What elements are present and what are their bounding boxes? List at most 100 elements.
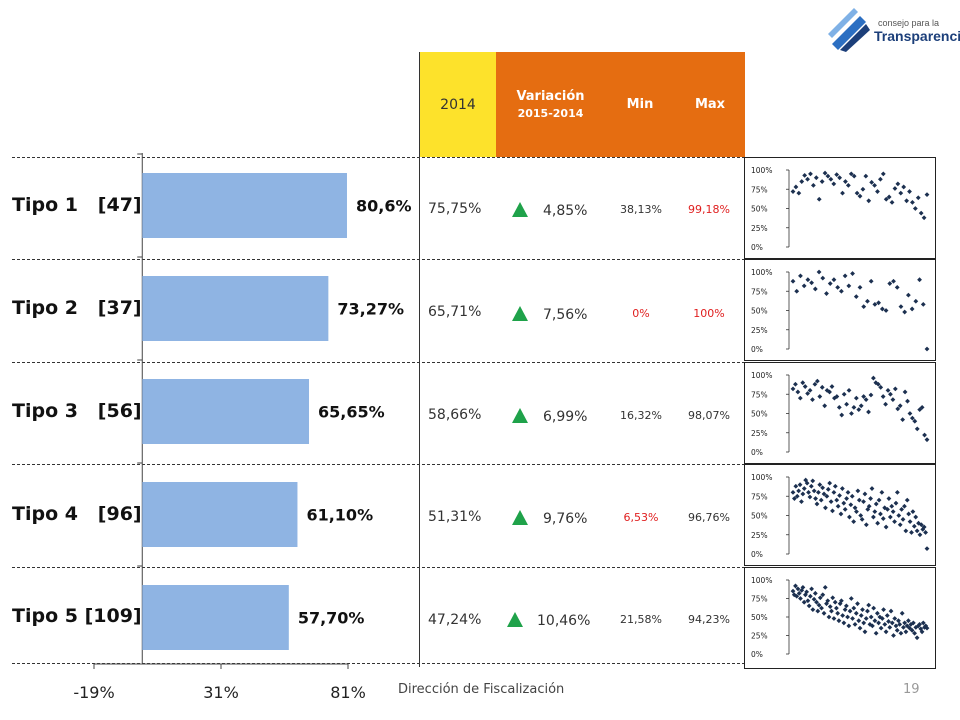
scatter-point: [834, 605, 839, 611]
scatter-point: [819, 179, 825, 184]
table-left-border: [419, 52, 420, 667]
scatter-point: [809, 280, 815, 286]
scatter-point: [811, 596, 817, 602]
scatter-point: [809, 586, 815, 592]
scatter-point: [849, 493, 855, 499]
scatter-point: [793, 381, 798, 387]
scatter-point: [910, 509, 916, 515]
scatter-point: [822, 403, 828, 409]
scatter-point: [846, 388, 852, 393]
scatter-point: [839, 486, 845, 491]
scatter-point: [796, 488, 802, 494]
scatter-point: [894, 285, 900, 290]
min-value: 38,13%: [620, 203, 662, 216]
scatter-point: [790, 588, 796, 594]
scatter-point: [841, 500, 847, 506]
scatter-point: [824, 291, 829, 296]
scatter-point: [858, 613, 864, 618]
scatter-point: [812, 286, 818, 292]
scatter-point: [820, 485, 826, 491]
scatter-point: [879, 616, 885, 621]
scatter-point: [889, 503, 895, 509]
bar: [142, 379, 310, 444]
scatter-point: [835, 503, 841, 509]
header-variation-sub: 2015-2014: [517, 107, 584, 120]
scatter-point: [920, 301, 926, 307]
row-divider: [12, 567, 745, 568]
scatter-point: [906, 511, 912, 517]
scatter-point: [820, 592, 826, 598]
scatter-point: [834, 394, 840, 399]
scatter-point: [828, 176, 834, 182]
mini-scatter-plot: 100% 75% 50% 25% 0%: [744, 464, 936, 566]
scatter-point: [843, 179, 848, 184]
scatter-point: [826, 614, 832, 620]
y-tick-label: 0%: [751, 345, 763, 354]
scatter-point: [795, 586, 801, 592]
scatter-point: [793, 483, 799, 489]
scatter-point: [852, 622, 858, 627]
scatter-point: [842, 273, 848, 279]
scatter-point: [851, 605, 857, 611]
scatter-point: [805, 277, 811, 283]
scatter-point: [905, 618, 911, 624]
scatter-point: [924, 346, 930, 352]
bar: [142, 585, 289, 650]
scatter-point: [813, 175, 819, 181]
y-tick-label: 50%: [751, 410, 768, 419]
scatter-point: [838, 511, 844, 517]
scatter-point: [796, 590, 802, 596]
scatter-point: [889, 199, 895, 205]
scatter-point: [924, 437, 930, 443]
mini-scatter-plot: 100% 75% 50% 25% 0%: [744, 567, 936, 669]
scatter-point: [812, 590, 818, 596]
up-arrow-icon: [512, 510, 528, 525]
scatter-point: [922, 432, 927, 438]
scatter-point: [891, 633, 896, 638]
scatter-point: [845, 490, 851, 495]
scatter-point: [816, 196, 822, 202]
scatter-point: [882, 622, 888, 627]
scatter-point: [907, 625, 913, 631]
header-year-label: 2014: [440, 96, 476, 113]
row-divider: [12, 663, 745, 664]
y-tick-label: 25%: [751, 531, 768, 540]
scatter-point: [887, 281, 893, 286]
scatter-point: [917, 622, 922, 627]
scatter-point: [868, 614, 874, 620]
scatter-point: [832, 599, 838, 605]
scatter-point: [794, 288, 800, 294]
scatter-point: [888, 391, 893, 397]
scatter-point: [862, 491, 868, 497]
y-tick-label: 100%: [751, 473, 772, 482]
scatter-point: [903, 629, 909, 635]
scatter-point: [850, 271, 855, 276]
scatter-point: [843, 603, 849, 609]
scatter-point: [801, 486, 807, 491]
scatter-point: [920, 620, 926, 626]
scatter-point: [825, 598, 831, 604]
scatter-point: [901, 624, 906, 630]
scatter-point: [794, 493, 800, 499]
scatter-point: [881, 607, 886, 612]
scatter-point: [921, 524, 927, 530]
scatter-point: [802, 384, 808, 389]
scatter-point: [794, 593, 800, 599]
y-tick-label: 100%: [751, 371, 772, 380]
scatter-point: [816, 269, 822, 275]
scatter-point: [915, 195, 921, 201]
scatter-point: [827, 281, 833, 286]
scatter-point: [819, 605, 824, 611]
scatter-point: [863, 173, 869, 179]
scatter-point: [856, 497, 862, 503]
scatter-point: [923, 530, 928, 535]
scatter-point: [871, 605, 877, 611]
scatter-point: [800, 585, 806, 590]
scatter-point: [801, 283, 807, 289]
scatter-point: [856, 407, 862, 413]
scatter-point: [886, 619, 891, 624]
scatter-point: [817, 394, 823, 399]
scatter-point: [848, 502, 854, 508]
header-max: Max: [675, 52, 745, 157]
scatter-point: [810, 607, 816, 612]
